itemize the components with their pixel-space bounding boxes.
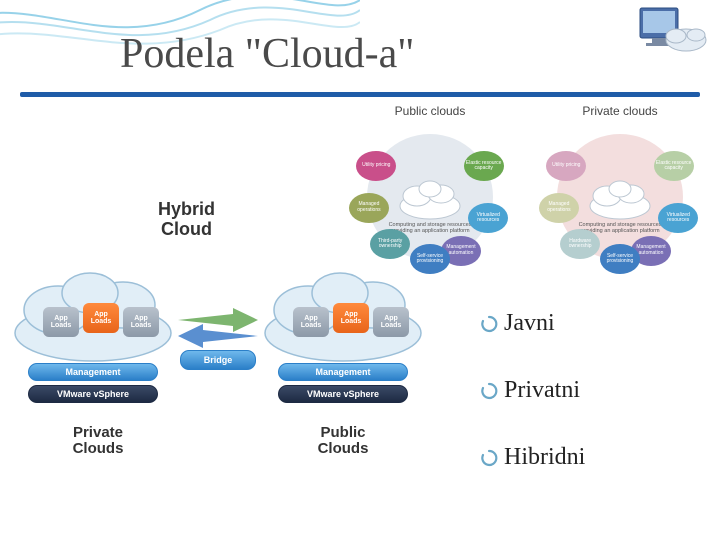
pill-vsphere: VMware vSphere [28, 385, 158, 403]
caption-text: Public Clouds [318, 424, 369, 457]
pill-vsphere: VMware vSphere [278, 385, 408, 403]
app-pill-label: App Loads [381, 315, 402, 330]
ring-private: Computing and storage resources providin… [545, 122, 695, 272]
ring-title-private: Private clouds [540, 104, 700, 118]
bullet-swirl-icon [480, 382, 498, 400]
bullet-swirl-icon [480, 315, 498, 333]
hybrid-right-cloud: App Loads App Loads App Loads Management… [258, 255, 428, 365]
pill-management: Management [278, 363, 408, 381]
hybrid-left-cloud: App Loads App Loads App Loads Management… [8, 255, 178, 365]
pill-management: Management [28, 363, 158, 381]
ring-private-cloud-icon [585, 172, 655, 222]
bullet-label: Javni [504, 310, 555, 337]
app-pill-label: App Loads [91, 311, 112, 326]
bullet-item: Hibridni [480, 444, 690, 471]
page-title: Podela "Cloud-a" [120, 30, 414, 78]
caption-public-clouds: Public Clouds [283, 425, 403, 457]
app-pill: App Loads [373, 307, 409, 337]
app-pill: App Loads [43, 307, 79, 337]
ring-petal: Hardware ownership [560, 229, 600, 259]
bullet-item: Privatni [480, 377, 690, 404]
ring-diagram-private: Private clouds Computing and storage res… [540, 104, 700, 272]
app-pill-label: App Loads [301, 315, 322, 330]
bridge-label: Bridge [180, 350, 256, 374]
ring-petal: Elastic resource capacity [464, 151, 504, 181]
title-underline [20, 92, 700, 97]
hybrid-diagram: Hybrid Cloud App Loads App Loads App Loa… [8, 200, 428, 480]
app-pill-label: App Loads [131, 315, 152, 330]
caption-private-clouds: Private Clouds [38, 425, 158, 457]
caption-text: Private Clouds [73, 424, 124, 457]
app-pill: App Loads [333, 303, 369, 333]
ring-petal: Self-service provisioning [600, 244, 640, 274]
ring-petal: Virtualized resources [658, 203, 698, 233]
bullet-swirl-icon [480, 449, 498, 467]
bullet-item: Javni [480, 310, 690, 337]
bullet-list: Javni Privatni Hibridni [480, 310, 690, 511]
hybrid-title: Hybrid Cloud [158, 200, 215, 240]
bridge-arrows-icon [178, 308, 258, 348]
app-pill: App Loads [123, 307, 159, 337]
pill-stack-right: Management VMware vSphere [278, 363, 408, 407]
computer-cloud-icon [638, 6, 708, 61]
app-pill: App Loads [293, 307, 329, 337]
app-pill-label: App Loads [341, 311, 362, 326]
ring-petal: Elastic resource capacity [654, 151, 694, 181]
bullet-label: Privatni [504, 377, 580, 404]
pill-stack-left: Management VMware vSphere [28, 363, 158, 407]
bullet-label: Hibridni [504, 444, 585, 471]
bridge-pill: Bridge [180, 350, 256, 370]
hybrid-title-text: Hybrid Cloud [158, 199, 215, 239]
ring-petal: Managed operations [539, 193, 579, 223]
ring-petal: Virtualized resources [468, 203, 508, 233]
ring-title-public: Public clouds [350, 104, 510, 118]
app-pill-label: App Loads [51, 315, 72, 330]
app-pill: App Loads [83, 303, 119, 333]
